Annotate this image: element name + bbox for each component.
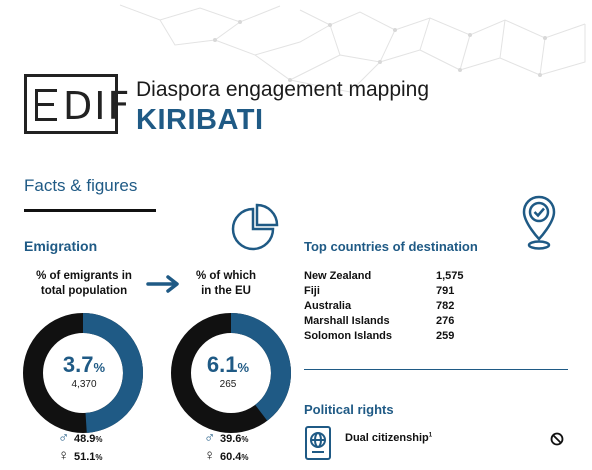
dual-citizenship-label: Dual citizenship1 <box>345 432 432 444</box>
political-rights-title: Political rights <box>304 402 394 417</box>
chart-label-line: total population <box>40 285 128 297</box>
destination-count: 1,575 <box>436 270 464 282</box>
destination-count: 276 <box>436 315 455 327</box>
percent-sign: % <box>95 453 103 462</box>
list-item: Fiji 791 <box>304 285 484 300</box>
donut-center-eu: 6.1% 265 <box>184 352 272 390</box>
donut-value: 6.1 <box>206 352 238 377</box>
gender-split-population: ♂ 48.9% ♀ 51.1% <box>58 430 103 466</box>
female-percent: 51.1 <box>74 451 96 463</box>
passport-icon <box>305 426 331 460</box>
logo-eu-mark <box>35 89 57 121</box>
destinations-list: New Zealand 1,575 Fiji 791 Australia 782 Ma… <box>304 270 484 345</box>
male-icon: ♂ <box>58 429 70 446</box>
donut-unit: % <box>93 360 106 375</box>
male-percent: 48.9 <box>74 433 96 445</box>
destination-country: Solomon Islands <box>304 330 393 342</box>
donut-count: 265 <box>219 379 237 390</box>
destination-count: 259 <box>436 330 455 342</box>
chart-label-population: % of emigrants in total population <box>26 269 142 299</box>
country-name: KIRIBATI <box>136 104 264 136</box>
destination-country: New Zealand <box>304 270 372 282</box>
donut-center-population: 3.7% 4,370 <box>40 352 128 390</box>
location-pin-icon <box>522 195 556 250</box>
list-item: Marshall Islands 276 <box>304 315 484 330</box>
female-icon: ♀ <box>204 447 216 464</box>
section-title: Facts & figures <box>24 176 138 195</box>
dual-citizenship-text: Dual citizenship <box>345 432 429 444</box>
emigration-title: Emigration <box>24 238 98 254</box>
destination-count: 791 <box>436 285 455 297</box>
destination-count: 782 <box>436 300 455 312</box>
female-percent: 60.4 <box>220 451 242 463</box>
not-allowed-icon <box>550 432 564 446</box>
chart-label-line: % of which <box>195 270 257 282</box>
gender-split-eu: ♂ 39.6% ♀ 60.4% <box>204 430 249 466</box>
eudif-logo: DIF <box>24 74 129 134</box>
percent-sign: % <box>95 435 103 444</box>
male-icon: ♂ <box>204 429 216 446</box>
chart-label-line: % of emigrants in <box>36 270 132 282</box>
destination-country: Australia <box>304 300 352 312</box>
percent-sign: % <box>241 435 249 444</box>
chart-label-line: in the EU <box>201 285 251 297</box>
list-item: New Zealand 1,575 <box>304 270 484 285</box>
chart-label-eu: % of which in the EU <box>186 269 266 299</box>
destinations-title: Top countries of destination <box>304 239 478 254</box>
donut-unit: % <box>237 360 250 375</box>
section-divider <box>24 209 156 212</box>
list-item: Solomon Islands 259 <box>304 330 484 345</box>
donut-chart-population <box>23 313 143 433</box>
female-icon: ♀ <box>58 447 70 464</box>
donut-value: 3.7 <box>62 352 94 377</box>
destination-country: Fiji <box>304 285 320 297</box>
donut-count: 4,370 <box>71 379 97 390</box>
donut-slice-male <box>171 313 291 433</box>
arrow-right-icon <box>146 275 179 293</box>
list-item: Australia 782 <box>304 300 484 315</box>
page-title: Diaspora engagement mapping <box>136 78 430 101</box>
network-background <box>119 4 586 93</box>
donut-chart-eu <box>171 313 291 433</box>
male-percent: 39.6 <box>220 433 242 445</box>
pie-chart-icon <box>231 203 279 251</box>
destination-country: Marshall Islands <box>304 315 390 327</box>
donut-slice-male <box>23 313 143 433</box>
footnote-marker: 1 <box>428 432 433 439</box>
logo-text: DIF <box>63 84 132 128</box>
percent-sign: % <box>241 453 249 462</box>
section-divider <box>304 369 568 370</box>
